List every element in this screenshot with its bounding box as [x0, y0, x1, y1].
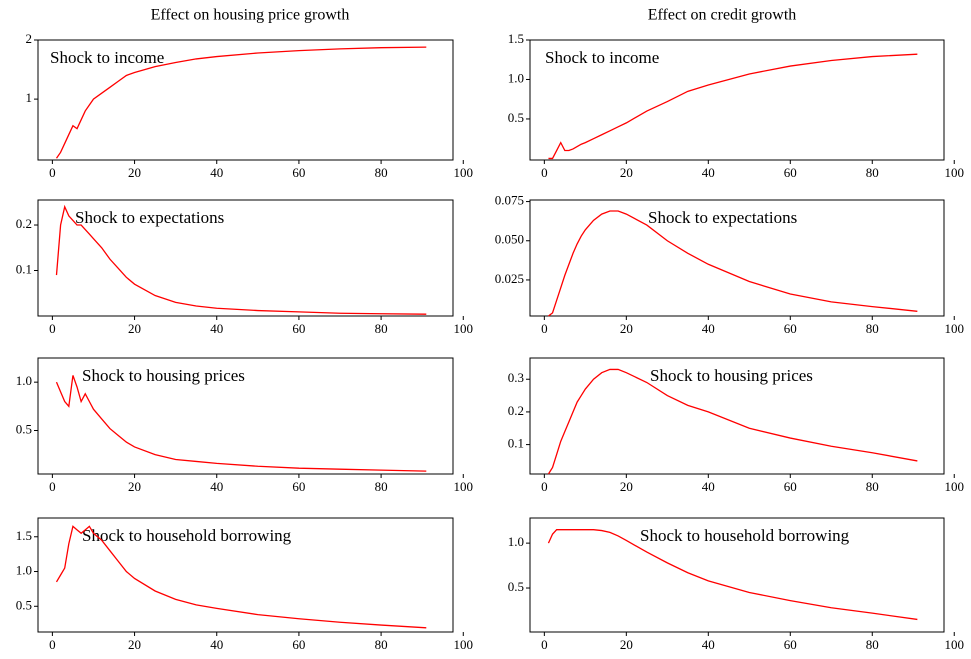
x-tick-label: 40: [210, 479, 223, 494]
y-tick-label: 0.5: [16, 421, 32, 436]
line: [547, 529, 918, 621]
annotation: Shock to household borrowing: [640, 526, 850, 545]
y-tick-label: 1: [26, 90, 33, 105]
x-tick-label: 80: [375, 165, 388, 180]
line: [55, 375, 427, 472]
x-tick-label: 80: [375, 479, 388, 494]
line: [547, 368, 918, 475]
line: [548, 210, 918, 317]
y-tick-label: 1.0: [508, 70, 524, 85]
x-tick-label: 80: [866, 637, 879, 652]
x-tick-label: 60: [784, 165, 797, 180]
plot-frame: [37, 39, 454, 161]
x-tick-label: 0: [49, 321, 56, 336]
y-tick-label: 0.5: [508, 579, 524, 594]
plot-frame: [529, 357, 945, 475]
x-tick-label: 40: [702, 479, 715, 494]
line: [55, 46, 427, 159]
x-tick-label: 80: [375, 637, 388, 652]
annotation: Shock to expectations: [648, 208, 797, 227]
y-tick-label: 0.2: [508, 403, 524, 418]
x-tick-label: 40: [210, 165, 223, 180]
x-tick-label: 40: [702, 637, 715, 652]
x-tick-label: 100: [944, 321, 964, 336]
line: [55, 525, 427, 629]
plot-frame: [37, 517, 454, 633]
x-tick-label: 60: [292, 165, 305, 180]
x-tick-label: 80: [866, 165, 879, 180]
x-tick-label: 60: [292, 637, 305, 652]
plot-frame: [37, 199, 454, 317]
x-tick-label: 0: [49, 637, 56, 652]
x-tick-label: 0: [49, 479, 56, 494]
x-tick-label: 40: [702, 165, 715, 180]
x-tick-label: 80: [866, 479, 879, 494]
annotation: Shock to housing prices: [82, 366, 245, 385]
x-tick-label: 20: [128, 321, 141, 336]
plot-frame: [529, 199, 945, 317]
x-tick-label: 20: [620, 637, 633, 652]
y-tick-label: 0.025: [495, 271, 524, 286]
y-tick-label: 0.3: [508, 370, 524, 385]
y-tick-label: 0.2: [16, 216, 32, 231]
x-tick-label: 0: [541, 165, 548, 180]
x-tick-label: 100: [944, 165, 964, 180]
x-tick-label: 40: [702, 321, 715, 336]
x-tick-label: 100: [944, 637, 964, 652]
x-tick-label: 80: [866, 321, 879, 336]
x-tick-label: 0: [541, 321, 548, 336]
x-tick-label: 20: [128, 479, 141, 494]
annotation: Shock to income: [545, 48, 659, 67]
annotation: Shock to household borrowing: [82, 526, 292, 545]
y-tick-label: 1.0: [508, 534, 524, 549]
plot-frame: [37, 357, 454, 475]
y-tick-label: 0.1: [16, 261, 32, 276]
x-tick-label: 100: [454, 321, 474, 336]
x-tick-label: 20: [128, 165, 141, 180]
x-tick-label: 60: [292, 479, 305, 494]
plot-frame: [529, 517, 945, 633]
column-title: Effect on credit growth: [648, 7, 797, 24]
x-tick-label: 40: [210, 637, 223, 652]
x-tick-label: 20: [620, 321, 633, 336]
x-tick-label: 0: [541, 637, 548, 652]
x-tick-label: 20: [620, 165, 633, 180]
x-tick-label: 0: [541, 479, 548, 494]
x-tick-label: 20: [128, 637, 141, 652]
annotation: Shock to income: [50, 48, 164, 67]
y-tick-label: 1.5: [508, 31, 524, 46]
y-tick-label: 0.1: [508, 436, 524, 451]
line: [548, 53, 918, 160]
x-tick-label: 100: [454, 637, 474, 652]
x-tick-label: 60: [784, 479, 797, 494]
y-tick-label: 0.5: [16, 597, 32, 612]
x-tick-label: 60: [784, 637, 797, 652]
y-tick-label: 1.0: [16, 563, 32, 578]
line: [55, 204, 427, 315]
y-tick-label: 0.075: [495, 193, 524, 208]
y-tick-label: 0.5: [508, 110, 524, 125]
x-tick-label: 80: [375, 321, 388, 336]
x-tick-label: 0: [49, 165, 56, 180]
x-tick-label: 60: [784, 321, 797, 336]
annotation: Shock to housing prices: [650, 366, 813, 385]
x-tick-label: 40: [210, 321, 223, 336]
x-tick-label: 20: [620, 479, 633, 494]
y-tick-label: 1.0: [16, 373, 32, 388]
x-tick-label: 100: [454, 479, 474, 494]
plot-frame: [529, 39, 945, 161]
y-tick-label: 1.5: [16, 528, 32, 543]
x-tick-label: 60: [292, 321, 305, 336]
y-tick-label: 0.050: [495, 232, 524, 247]
column-title: Effect on housing price growth: [151, 7, 350, 24]
x-tick-label: 100: [944, 479, 964, 494]
y-tick-label: 2: [26, 31, 33, 46]
annotation: Shock to expectations: [75, 208, 224, 227]
x-tick-label: 100: [454, 165, 474, 180]
